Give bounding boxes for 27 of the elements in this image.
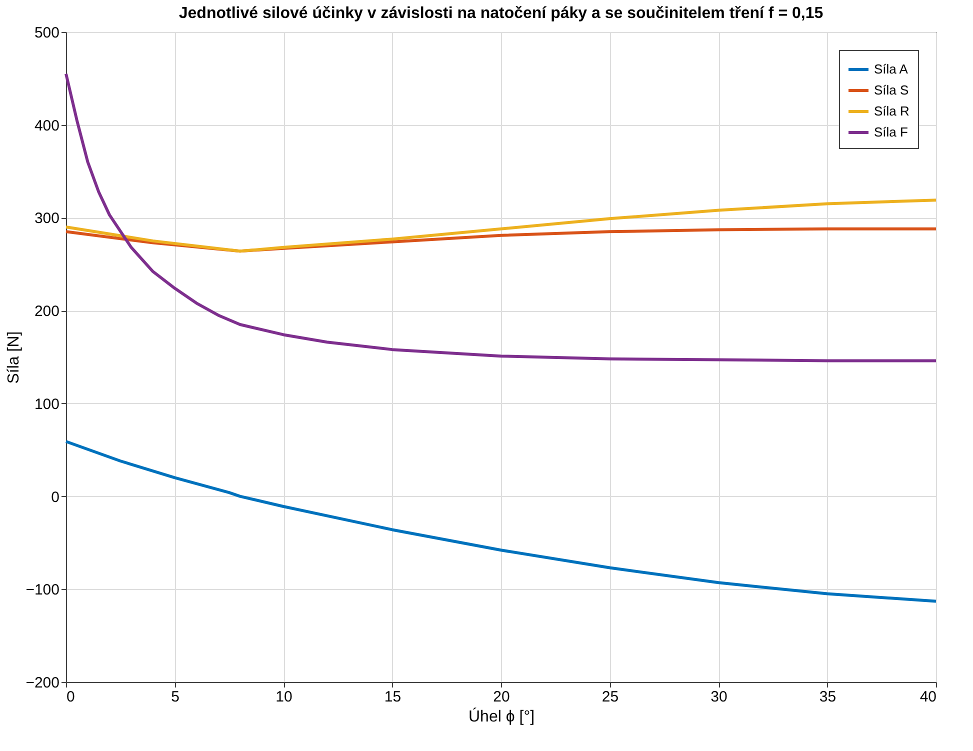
- chart-title: Jednotlivé silové účinky v závislosti na natočení páky a se součinitelem tření f = 0,15: [178, 5, 824, 22]
- x-tick-label: 30: [710, 688, 728, 706]
- x-tick-label: 25: [602, 688, 619, 706]
- y-tick-label: 100: [34, 396, 60, 413]
- x-axis-title: Úhel ϕ [°]: [468, 708, 535, 726]
- y-tick-label: −200: [26, 674, 60, 692]
- line-series: [64, 440, 938, 603]
- legend-label: Síla S: [874, 82, 910, 98]
- y-tick-label: 500: [34, 24, 60, 42]
- y-axis-title: Síla [N]: [6, 331, 23, 384]
- legend-label: Síla A: [874, 62, 908, 76]
- y-tick-label: −100: [26, 582, 60, 599]
- y-tick-label: 300: [34, 210, 60, 228]
- legend-label: Síla F: [874, 124, 908, 140]
- y-tick-label: 0: [51, 488, 60, 506]
- x-tick-label: 20: [493, 688, 510, 706]
- line-series: [64, 72, 938, 362]
- x-tick-label: 40: [920, 688, 936, 706]
- y-tick-label: 400: [34, 117, 60, 134]
- line-series: [64, 198, 938, 253]
- y-tick-label: 200: [34, 303, 60, 320]
- x-tick-label: 5: [171, 688, 180, 706]
- x-tick-label: 10: [276, 688, 292, 706]
- x-tick-label: 15: [384, 688, 402, 706]
- x-tick-label: 0: [66, 688, 75, 706]
- legend-label: Síla R: [874, 104, 910, 118]
- x-tick-label: 35: [819, 688, 836, 706]
